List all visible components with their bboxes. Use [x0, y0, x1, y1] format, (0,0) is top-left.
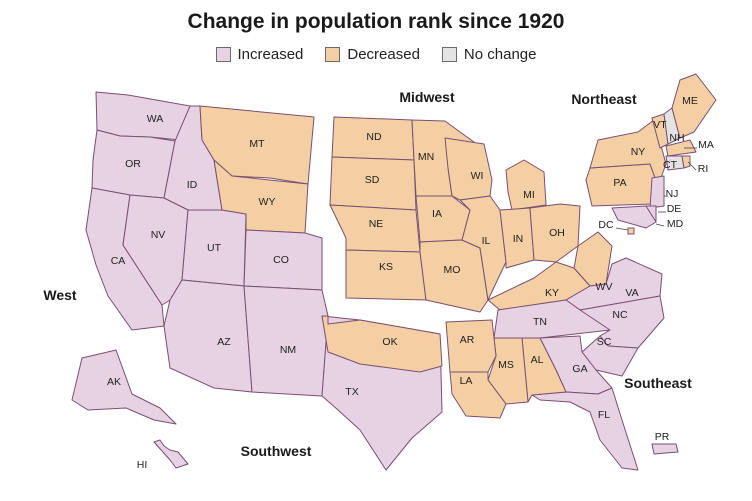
leader-line: [687, 161, 697, 171]
state-nm: [243, 285, 329, 397]
state-label-ct: CT: [663, 159, 678, 171]
legend: Increased Decreased No change: [0, 46, 752, 63]
state-label-mi: MI: [523, 189, 535, 201]
state-label-ma: MA: [698, 139, 714, 151]
state-ak: [71, 349, 177, 425]
legend-label-decreased: Decreased: [347, 46, 420, 63]
map-title: Change in population rank since 1920: [187, 10, 565, 33]
state-label-mt: MT: [249, 138, 265, 150]
state-label-wi: WI: [471, 170, 484, 182]
state-ma: [665, 139, 697, 157]
state-label-nv: NV: [151, 229, 166, 241]
state-label-ut: UT: [207, 242, 222, 254]
state-label-pr: PR: [655, 431, 670, 443]
state-label-ne: NE: [369, 218, 384, 230]
region-label-northeast: Northeast: [571, 91, 637, 107]
state-label-nm: NM: [280, 344, 296, 356]
state-label-ca: CA: [111, 255, 126, 267]
state-hi: [153, 439, 189, 469]
state-ia: [415, 195, 471, 243]
state-label-mo: MO: [444, 264, 461, 276]
state-label-vt: VT: [653, 119, 667, 131]
legend-item-decreased: Decreased: [325, 46, 420, 63]
state-label-sc: SC: [597, 336, 612, 348]
state-label-az: AZ: [217, 336, 231, 348]
state-label-tx: TX: [345, 386, 358, 398]
state-label-ak: AK: [107, 376, 121, 388]
state-fl: [531, 387, 639, 471]
state-la: [449, 371, 507, 419]
region-label-west: West: [43, 287, 77, 303]
state-ok: [321, 315, 443, 373]
state-label-fl: FL: [598, 409, 610, 421]
state-pr: [651, 443, 679, 455]
state-ri: [681, 155, 691, 169]
state-label-pa: PA: [613, 177, 626, 189]
state-label-hi: HI: [137, 459, 148, 471]
state-mt: [199, 105, 315, 185]
state-label-sd: SD: [365, 174, 380, 186]
state-label-wv: WV: [596, 281, 613, 293]
state-label-nh: NH: [669, 132, 684, 144]
state-label-ny: NY: [631, 146, 646, 158]
state-label-or: OR: [125, 158, 141, 170]
state-label-ri: RI: [698, 163, 709, 175]
legend-label-increased: Increased: [237, 46, 304, 63]
state-label-ky: KY: [545, 287, 559, 299]
state-label-wa: WA: [147, 113, 164, 125]
state-label-nc: NC: [612, 309, 628, 321]
state-label-id: ID: [187, 179, 198, 191]
state-nj: [649, 175, 665, 209]
state-dc: [627, 227, 635, 235]
state-label-il: IL: [482, 235, 491, 247]
state-in: [499, 207, 535, 269]
state-label-nd: ND: [366, 131, 382, 143]
state-md: [611, 205, 657, 229]
state-label-me: ME: [682, 95, 698, 107]
state-label-de: DE: [667, 203, 682, 215]
state-label-ms: MS: [498, 359, 514, 371]
state-label-va: VA: [625, 287, 638, 299]
legend-item-increased: Increased: [215, 46, 304, 63]
state-ar: [445, 319, 497, 373]
state-label-tn: TN: [533, 316, 547, 328]
state-label-ia: IA: [432, 208, 442, 220]
state-az: [163, 279, 253, 393]
region-label-southeast: Southeast: [624, 375, 692, 391]
state-label-nj: NJ: [666, 188, 679, 200]
state-me: [671, 73, 717, 139]
legend-swatch-increased: [215, 47, 231, 62]
state-wi: [444, 137, 493, 201]
state-label-al: AL: [531, 354, 544, 366]
legend-swatch-decreased: [325, 47, 341, 62]
state-label-la: LA: [460, 375, 473, 387]
legend-item-nochange: No change: [441, 46, 537, 63]
region-label-southwest: Southwest: [241, 443, 312, 459]
state-mo: [419, 239, 489, 313]
state-label-ga: GA: [572, 363, 587, 375]
state-mi: [505, 159, 547, 211]
state-ny: [589, 119, 667, 187]
state-label-ok: OK: [382, 336, 397, 348]
state-ks: [345, 249, 427, 301]
state-wy: [213, 159, 309, 234]
leader-line: [615, 227, 629, 231]
state-label-md: MD: [667, 218, 684, 230]
state-label-oh: OH: [549, 227, 565, 239]
state-label-in: IN: [513, 233, 524, 245]
state-label-dc: DC: [598, 219, 614, 231]
state-label-mn: MN: [418, 151, 434, 163]
state-label-ks: KS: [379, 261, 393, 273]
legend-swatch-nochange: [441, 47, 457, 62]
leader-line: [655, 223, 665, 227]
legend-label-nochange: No change: [463, 46, 537, 63]
state-co: [243, 229, 323, 291]
state-label-co: CO: [273, 254, 289, 266]
region-label-midwest: Midwest: [399, 89, 455, 105]
state-label-ar: AR: [460, 334, 475, 346]
state-label-wy: WY: [259, 196, 276, 208]
